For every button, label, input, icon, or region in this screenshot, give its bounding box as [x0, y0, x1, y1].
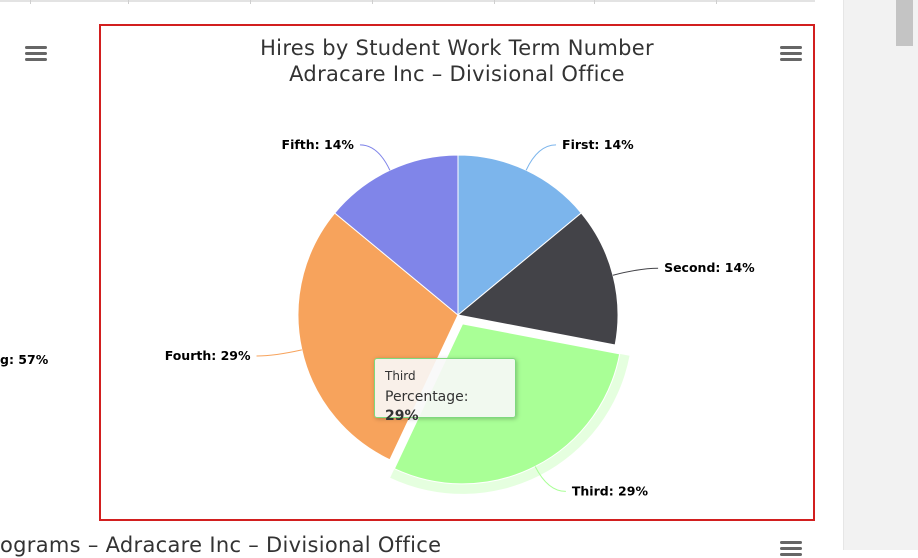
chart-title: Hires by Student Work Term Number — [260, 36, 654, 60]
tooltip-category: Third — [385, 369, 416, 383]
pie-connector-third — [534, 466, 566, 492]
pie-label-fourth: Fourth: 29% — [165, 348, 251, 363]
tooltip-series-label: Percentage: — [385, 389, 469, 405]
tooltip-value: 29% — [385, 408, 419, 424]
bottom-chart-title: ograms – Adracare Inc – Divisional Offic… — [0, 533, 442, 557]
pie-label-fifth: Fifth: 14% — [282, 137, 355, 152]
pie-connector-second — [612, 267, 659, 276]
pie-connector-fourth — [256, 349, 302, 357]
left-chart-menu-icon[interactable] — [25, 45, 47, 63]
pie-slice-halo-third — [390, 353, 630, 494]
vertical-scrollbar[interactable] — [843, 0, 918, 550]
pie-label-first: First: 14% — [562, 137, 634, 152]
chart-subtitle: Adracare Inc – Divisional Office — [289, 62, 625, 86]
pie-label-third: Third: 29% — [572, 483, 649, 498]
left-chart-slice-label: g: 57% — [0, 352, 49, 367]
scrollbar-thumb[interactable] — [896, 0, 913, 46]
chart-menu-icon[interactable] — [780, 45, 802, 63]
pie-label-second: Second: 14% — [664, 260, 755, 275]
chart-tooltip: Third Percentage: 29% — [374, 358, 516, 424]
top-divider — [0, 0, 815, 2]
pie-connector-fifth — [359, 144, 391, 171]
pie-connector-first — [525, 144, 557, 171]
pie-slice-first[interactable] — [457, 154, 582, 317]
